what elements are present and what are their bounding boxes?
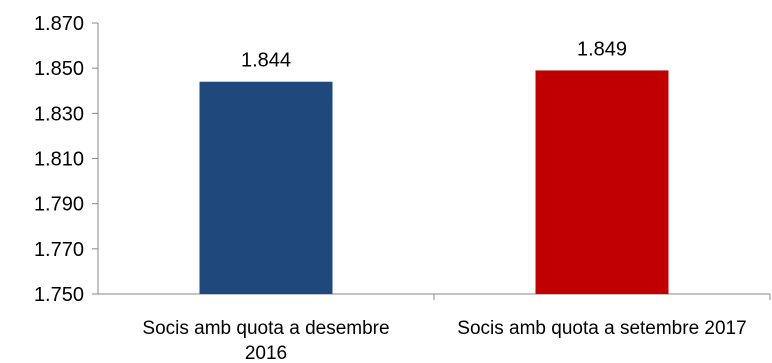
y-tick-label: 1.750 — [34, 284, 84, 306]
bar-value-label: 1.849 — [577, 38, 627, 60]
y-tick-label: 1.830 — [34, 103, 84, 125]
x-tick-label-line: 2016 — [245, 343, 287, 363]
bar-value-label: 1.844 — [241, 50, 291, 72]
y-tick-label: 1.790 — [34, 194, 84, 216]
x-tick-label: Socis amb quota a desembre 2016 — [142, 318, 389, 363]
axes — [97, 23, 771, 300]
y-tick-label: 1.870 — [34, 13, 84, 35]
y-axis-ticks: 1.750 1.770 1.790 1.810 1.830 1.850 1.870 — [34, 13, 98, 306]
x-tick-label: Socis amb quota a setembre 2017 — [457, 318, 746, 339]
x-tick-label-line: Socis amb quota a desembre — [142, 318, 389, 339]
bar — [199, 81, 333, 294]
data-labels: 1.844 1.849 — [241, 38, 627, 71]
y-tick-label: 1.850 — [34, 58, 84, 80]
bars — [199, 70, 669, 294]
y-tick-label: 1.810 — [34, 149, 84, 171]
bar — [535, 70, 669, 294]
x-tick-label-line: Socis amb quota a setembre 2017 — [457, 318, 746, 339]
y-tick-label: 1.770 — [34, 239, 84, 261]
